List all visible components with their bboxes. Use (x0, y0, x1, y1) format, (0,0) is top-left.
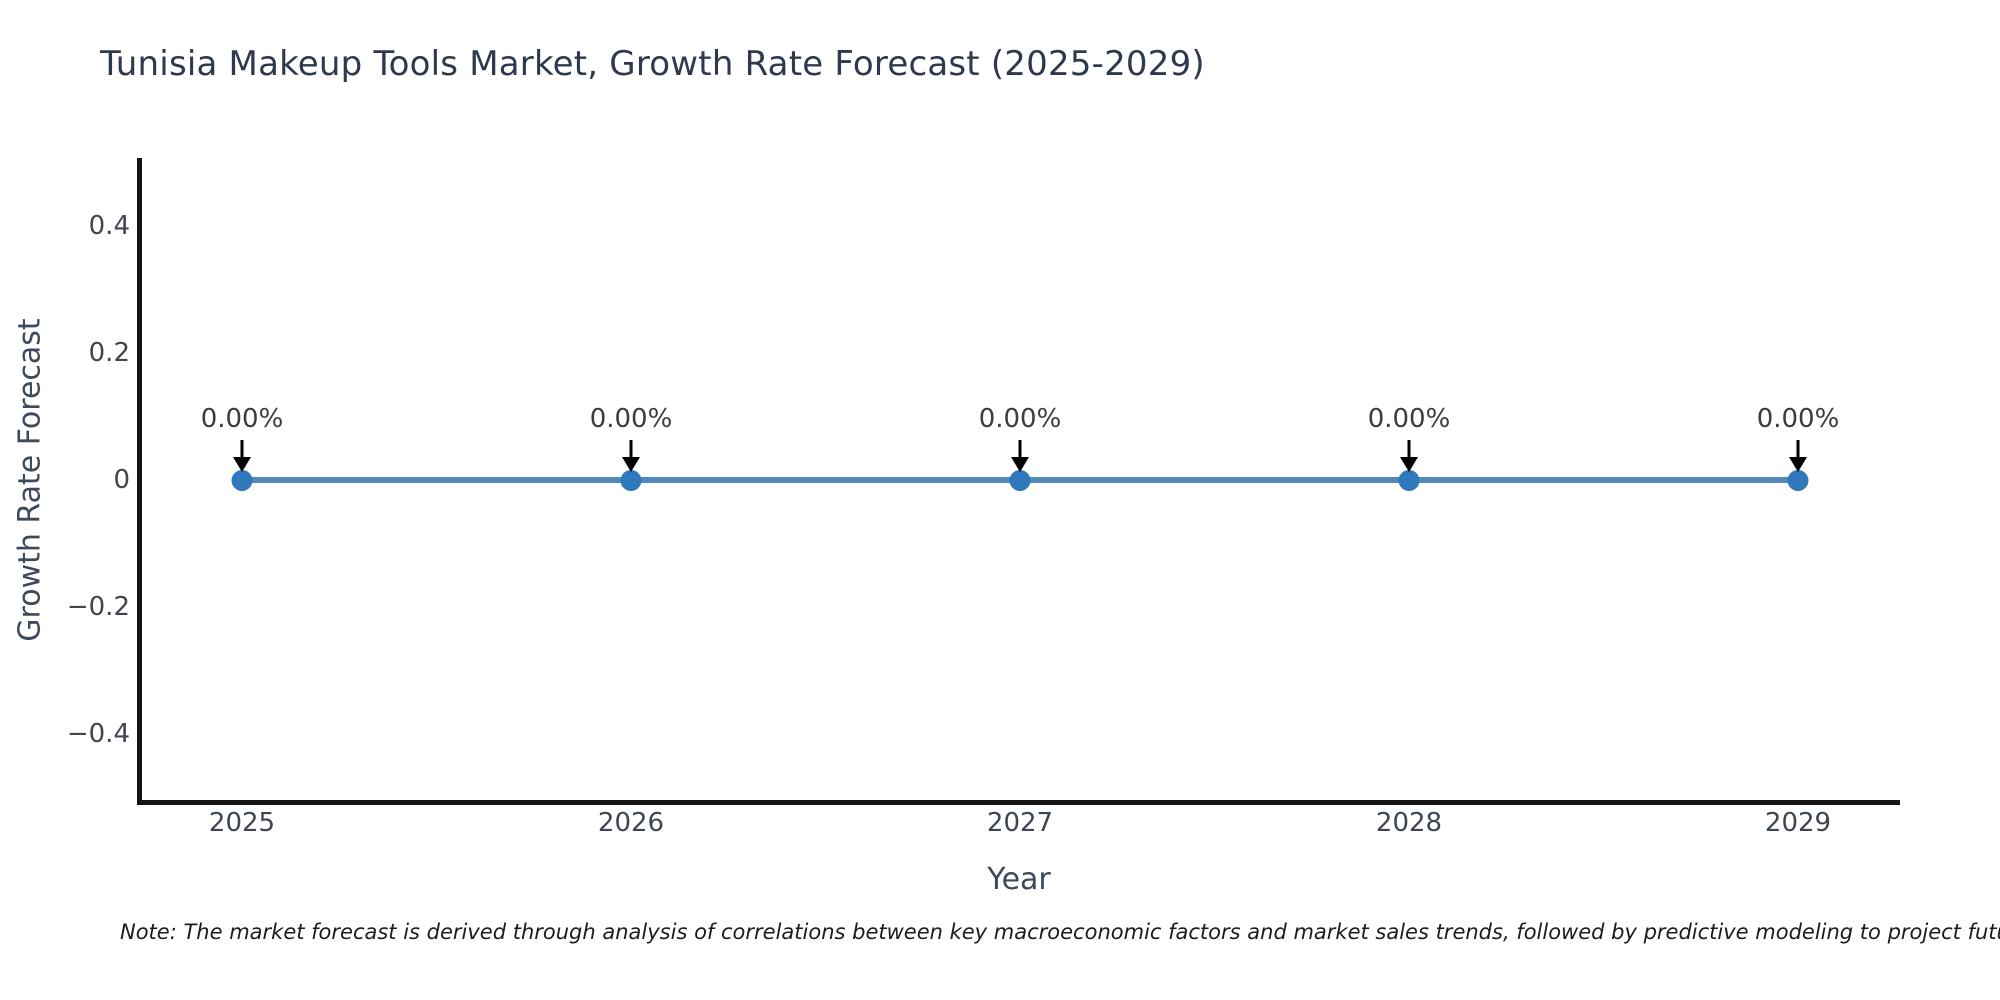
data-point-marker (620, 469, 642, 491)
y-tick-label: 0.4 (88, 211, 130, 241)
x-tick-label: 2027 (986, 808, 1054, 838)
point-annotation-label: 0.00% (1756, 404, 1840, 434)
point-annotation-label: 0.00% (1367, 404, 1451, 434)
annotation-arrow-stem (1407, 440, 1411, 460)
data-point-marker (1787, 469, 1809, 491)
annotation-arrow-stem (1018, 440, 1022, 460)
footnote: Note: The market forecast is derived thr… (120, 920, 2000, 944)
y-tick-label: 0 (113, 465, 130, 495)
annotation-arrow-stem (1796, 440, 1800, 460)
annotation-arrow-stem (240, 440, 244, 460)
point-annotation-label: 0.00% (978, 404, 1062, 434)
y-tick-label: −0.2 (66, 592, 130, 622)
x-tick-label: 2026 (597, 808, 665, 838)
annotation-arrow-head-icon (622, 457, 640, 472)
point-annotation-label: 0.00% (589, 404, 673, 434)
y-axis-spine (137, 158, 142, 805)
y-tick-label: 0.2 (88, 338, 130, 368)
x-tick-label: 2029 (1764, 808, 1832, 838)
annotation-arrow-head-icon (233, 457, 251, 472)
x-axis-spine (137, 800, 1900, 805)
annotation-arrow-head-icon (1400, 457, 1418, 472)
x-tick-label: 2028 (1375, 808, 1443, 838)
x-axis-title: Year (987, 862, 1051, 897)
data-point-marker (1009, 469, 1031, 491)
y-tick-label: −0.4 (66, 719, 130, 749)
data-point-marker (1398, 469, 1420, 491)
annotation-arrow-head-icon (1011, 457, 1029, 472)
annotation-arrow-stem (629, 440, 633, 460)
chart-title: Tunisia Makeup Tools Market, Growth Rate… (100, 44, 1205, 84)
data-point-marker (231, 469, 253, 491)
x-tick-label: 2025 (208, 808, 276, 838)
point-annotation-label: 0.00% (200, 404, 284, 434)
annotation-arrow-head-icon (1789, 457, 1807, 472)
